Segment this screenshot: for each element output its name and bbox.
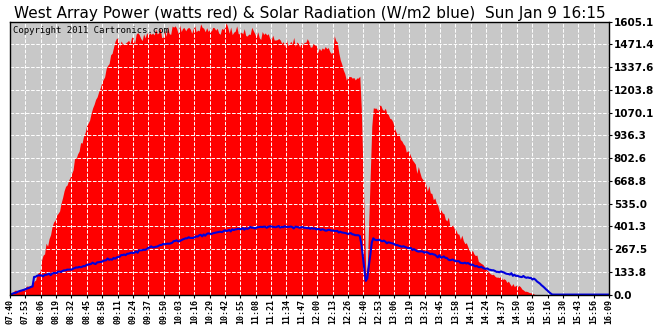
Text: Copyright 2011 Cartronics.com: Copyright 2011 Cartronics.com [13, 26, 169, 35]
Title: West Array Power (watts red) & Solar Radiation (W/m2 blue)  Sun Jan 9 16:15: West Array Power (watts red) & Solar Rad… [14, 6, 605, 20]
